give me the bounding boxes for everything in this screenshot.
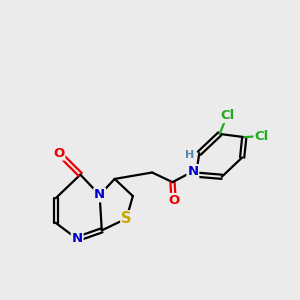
Text: N: N [94,188,105,202]
Text: H: H [185,150,194,161]
Text: Cl: Cl [254,130,268,142]
Text: Cl: Cl [220,109,234,122]
Text: O: O [168,194,179,207]
Text: S: S [121,211,132,226]
Text: N: N [187,165,198,178]
Text: N: N [72,232,83,245]
Text: O: O [53,147,64,160]
